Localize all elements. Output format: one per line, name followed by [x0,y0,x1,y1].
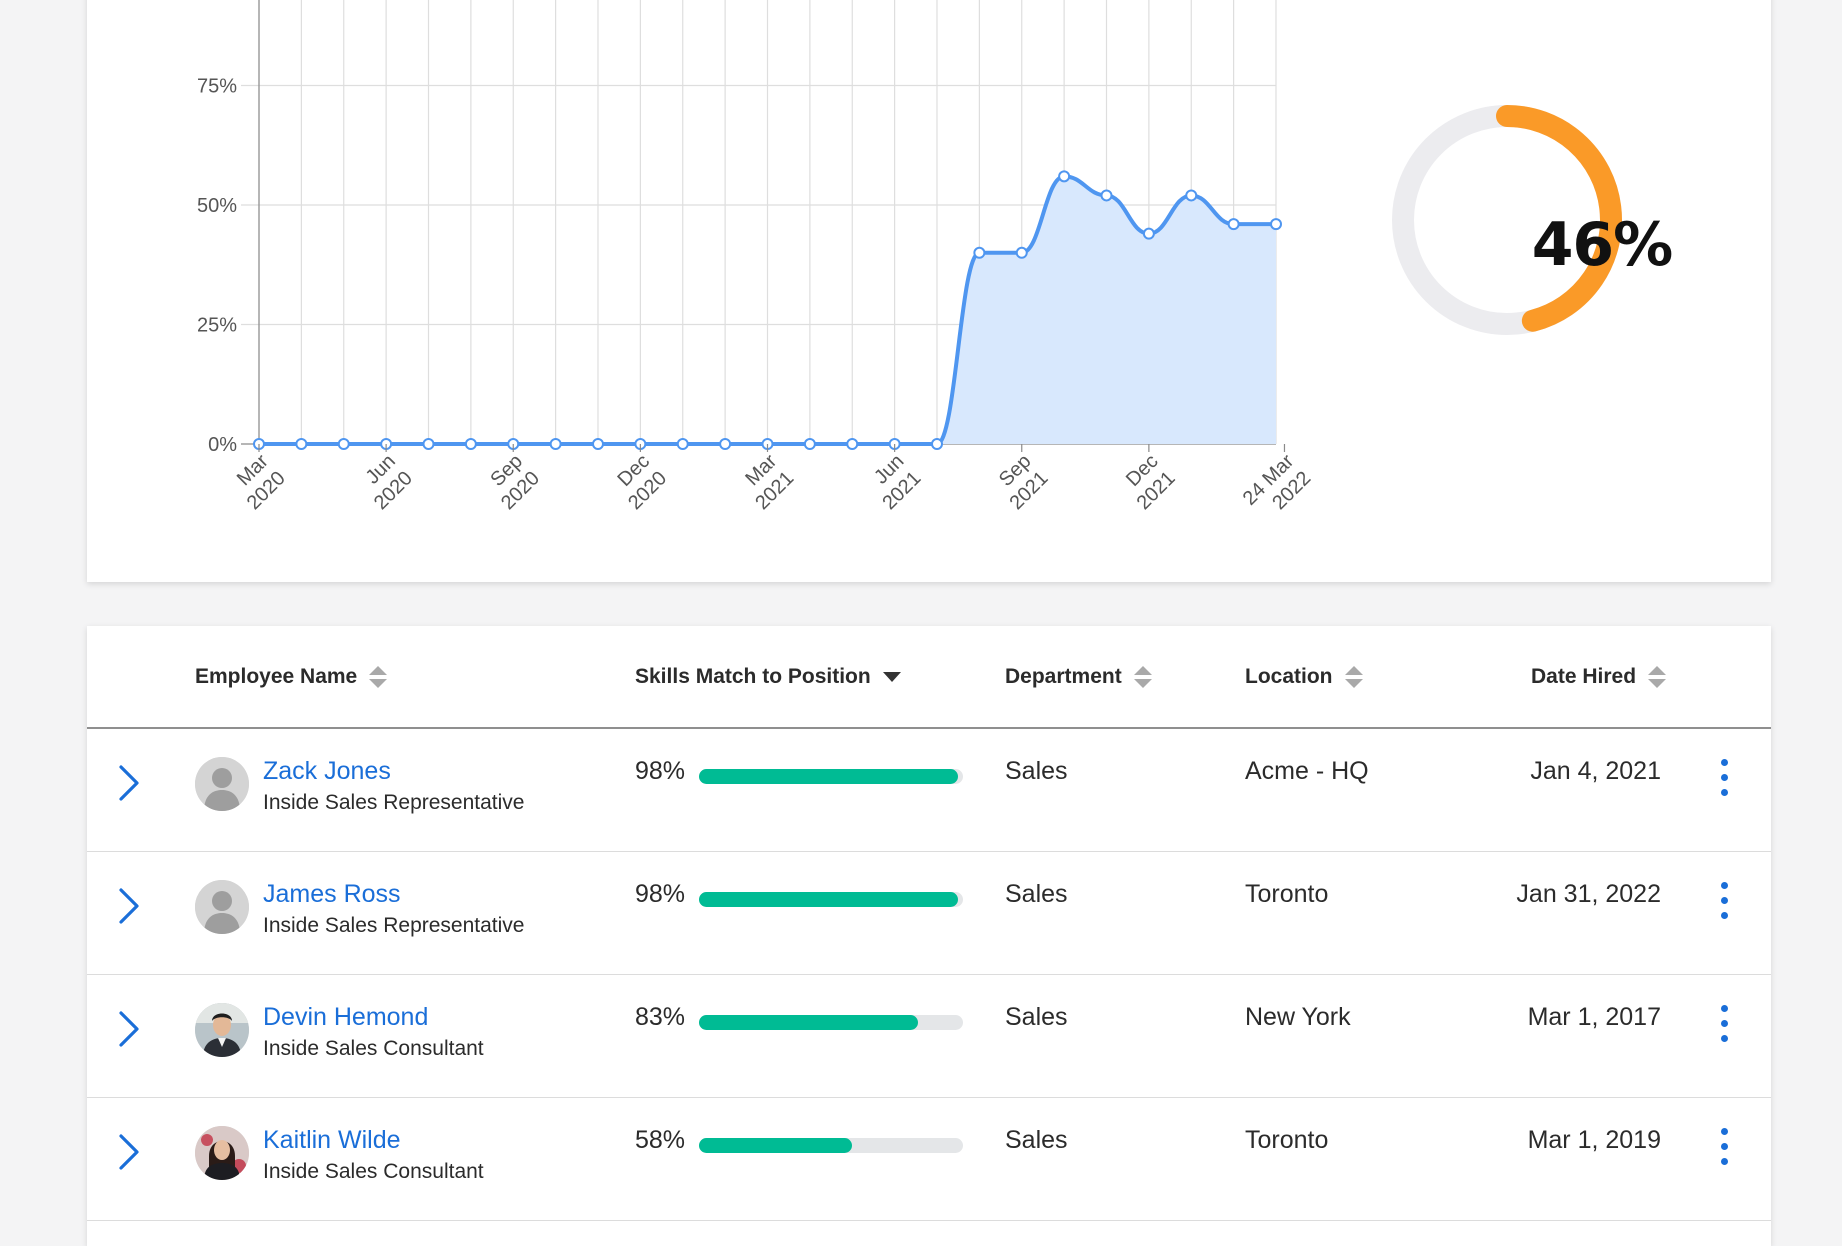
skills-match-bar-fill [699,892,958,907]
department: Sales [1005,1126,1068,1154]
skills-match-bar-fill [699,769,958,784]
data-point [1270,218,1282,231]
location: Toronto [1245,880,1329,908]
more-options-icon[interactable] [1719,1128,1729,1170]
skills-match-bar-fill [699,1138,853,1153]
chevron-right-icon[interactable] [115,886,143,926]
more-options-icon[interactable] [1719,1005,1729,1047]
date-hired: Mar 1, 2019 [1527,1126,1661,1154]
data-point [719,438,732,450]
series-area [259,176,1276,444]
skills-match-bar-fill [699,1015,919,1030]
trend-chart-card: 0% 25% 50% 75% Mar 2020 Jun 2020 Sep 2020 Dec 2020 M… [87,0,1771,582]
more-options-icon[interactable] [1719,759,1729,801]
more-options-icon[interactable] [1719,882,1729,924]
data-point [295,438,308,450]
table-row: Zack Jones Inside Sales Representative 9… [87,729,1771,852]
chevron-right-icon[interactable] [115,763,143,803]
data-point [931,438,943,450]
skills-match-bar [699,892,963,907]
data-point [422,438,435,450]
data-point [592,438,604,450]
data-point [1058,170,1071,183]
data-point [676,438,689,450]
overall-match-donut [1392,105,1622,335]
column-header-employee-name[interactable]: Employee Name [195,652,388,702]
data-point [846,438,859,450]
location: Acme - HQ [1245,757,1369,785]
header-divider [87,727,1771,729]
department: Sales [1005,1003,1068,1031]
donut-value-arc [1496,105,1622,332]
employee-title: Inside Sales Representative [263,791,525,814]
department: Sales [1005,757,1068,785]
data-point [1185,189,1198,202]
avatar-photo [195,1003,249,1057]
y-tick-label: 50% [197,195,237,217]
employee-table: Employee Name Skills Match to Position D… [87,626,1771,1246]
sort-icon [1648,666,1667,688]
data-point [1142,227,1155,240]
y-tick-label: 75% [197,76,237,98]
avatar-photo [195,1126,249,1180]
column-header-department[interactable]: Department [1005,652,1152,702]
data-point [1227,218,1240,231]
column-header-location[interactable]: Location [1245,652,1363,702]
skills-match-bar [699,1138,963,1153]
department: Sales [1005,880,1068,908]
date-hired: Jan 31, 2022 [1516,880,1661,908]
employee-name-link[interactable]: James Ross [263,880,401,908]
skills-match-percent: 98% [635,757,686,785]
data-point [973,246,986,259]
data-point [337,438,350,450]
skills-match-percent: 83% [635,1003,686,1031]
employee-name-link[interactable]: Kaitlin Wilde [263,1126,401,1154]
data-point [549,438,562,450]
avatar [195,757,249,811]
sort-icon [1344,666,1363,688]
data-point [1100,189,1113,202]
employee-title: Inside Sales Consultant [263,1160,484,1183]
table-row: Devin Hemond Inside Sales Consultant 83%… [87,975,1771,1098]
y-tick-label: 0% [208,434,237,456]
sort-icon [1133,666,1152,688]
data-point [803,438,816,450]
data-point [464,438,477,450]
chevron-right-icon[interactable] [115,1132,143,1172]
skills-match-percent: 98% [635,880,686,908]
data-point [1015,246,1028,259]
sort-icon [369,666,388,688]
chevron-right-icon[interactable] [115,1009,143,1049]
column-header-date-hired[interactable]: Date Hired [1531,652,1667,702]
avatar [195,880,249,934]
table-row: James Ross Inside Sales Representative 9… [87,852,1771,975]
y-tick-label: 25% [197,315,237,337]
skills-match-percent: 58% [635,1126,686,1154]
location: New York [1245,1003,1351,1031]
column-header-skills-match[interactable]: Skills Match to Position [635,652,901,702]
overall-match-value: 46% [1531,210,1674,280]
employee-title: Inside Sales Representative [263,914,525,937]
date-hired: Mar 1, 2017 [1527,1003,1661,1031]
date-hired: Jan 4, 2021 [1530,757,1661,785]
skills-match-bar [699,1015,963,1030]
employee-name-link[interactable]: Devin Hemond [263,1003,429,1031]
employee-name-link[interactable]: Zack Jones [263,757,391,785]
location: Toronto [1245,1126,1329,1154]
table-row: Kaitlin Wilde Inside Sales Consultant 58… [87,1098,1771,1221]
employee-title: Inside Sales Consultant [263,1037,484,1060]
sort-descending-icon [882,672,901,682]
skills-match-bar [699,769,963,784]
